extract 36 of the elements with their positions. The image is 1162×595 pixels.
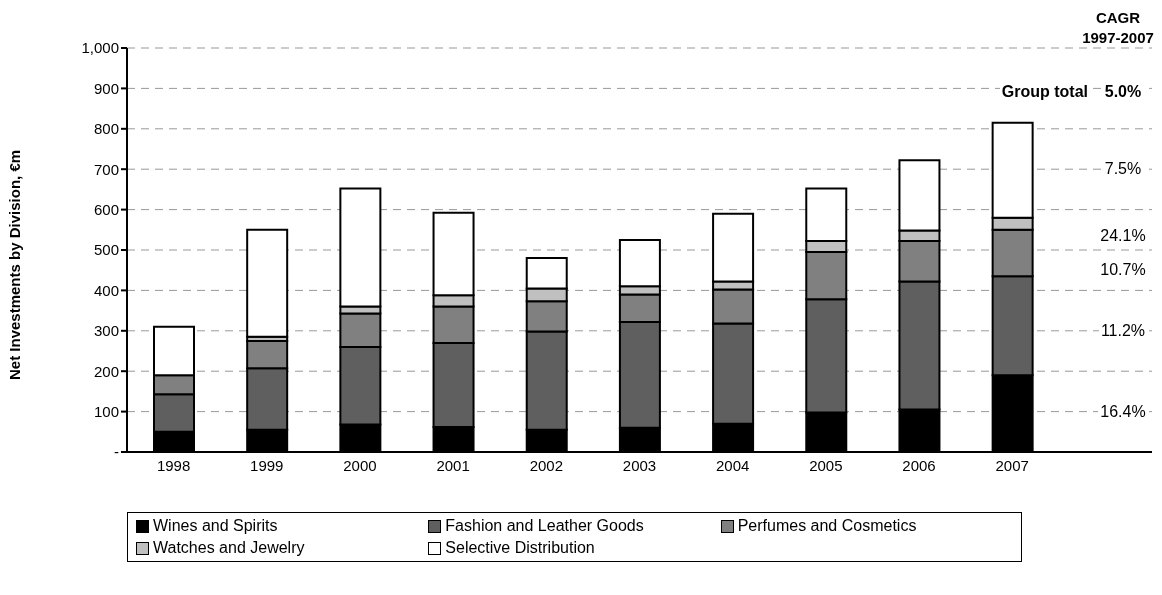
text: 10.7%: [1098, 261, 1148, 279]
legend-label: Fashion and Leather Goods: [445, 517, 644, 535]
x-tick-label: 2000: [343, 456, 377, 474]
y-tick-label: 200: [93, 362, 119, 380]
annotation: Group total: [999, 83, 1090, 101]
x-tick-label: 2004: [715, 456, 750, 474]
y-tick-label: 400: [93, 281, 119, 299]
y-tick-label: 100: [93, 402, 119, 420]
text: 7.5%: [1102, 160, 1144, 178]
y-tick-label: 800: [93, 120, 119, 138]
y-tick-label: 700: [93, 160, 119, 178]
x-tick-label: 2002: [529, 456, 564, 474]
y-tick-label: 1,000: [81, 39, 119, 57]
text: 24.1%: [1098, 226, 1148, 244]
legend-label: Perfumes and Cosmetics: [737, 517, 917, 535]
x-tick-label: 1998: [156, 456, 191, 474]
x-tick-label: 2003: [622, 456, 657, 474]
x-tick-label: 1999: [250, 456, 284, 474]
y-tick-label: 500: [93, 241, 119, 259]
x-tick-label: 2001: [436, 456, 470, 474]
legend-label: Watches and Jewelry: [153, 539, 305, 557]
x-tick-label: 2005: [809, 456, 843, 474]
text: 16.4%: [1098, 402, 1148, 420]
x-tick-label: 2007: [995, 456, 1029, 474]
text: CAGR 1997-2007: [1081, 8, 1155, 48]
y-tick-label: -: [114, 443, 119, 461]
x-tick-label: 2006: [902, 456, 936, 474]
legend-label: Wines and Spirits: [153, 517, 278, 535]
y-tick-label: 900: [93, 79, 119, 97]
y-tick-label: 300: [93, 322, 119, 340]
legend-label: Selective Distribution: [445, 539, 595, 557]
y-tick-label: 600: [93, 200, 119, 218]
y-axis-title: Net Investments by Division, €m: [6, 149, 24, 380]
text: 11.2%: [1098, 321, 1148, 339]
text: 5.0%: [1102, 83, 1144, 101]
bar: [246, 228, 289, 338]
